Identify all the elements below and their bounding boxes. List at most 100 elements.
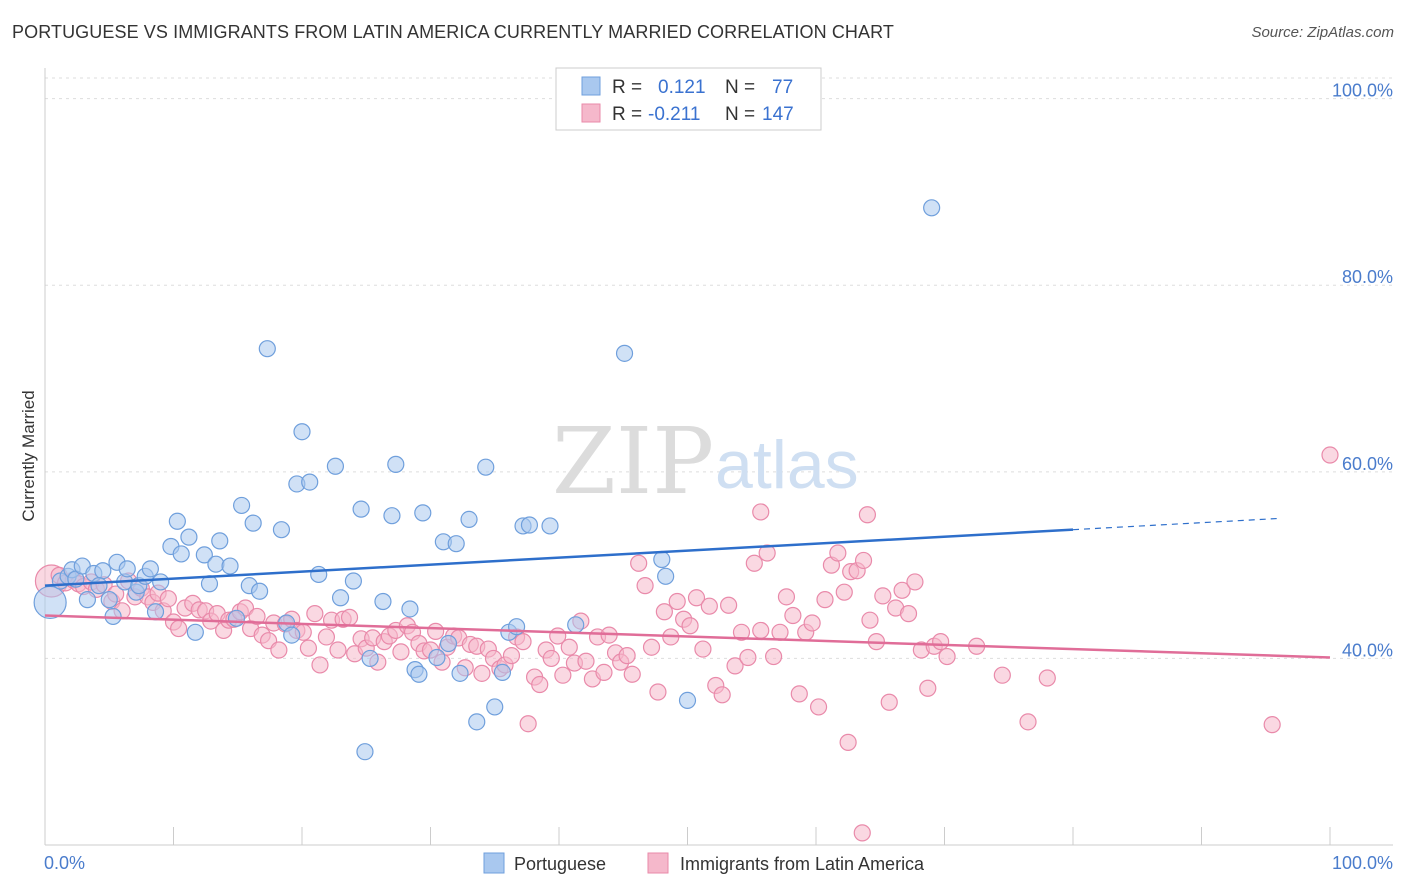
latin-america-point <box>519 715 537 733</box>
x-ticks <box>173 827 1331 845</box>
portuguese-point <box>401 600 419 618</box>
latin-america-point <box>858 506 877 524</box>
y-tick-label-40: 40.0% <box>1342 640 1393 660</box>
legend-box: R = 0.121 N = 77 R = -0.211 N = 147 <box>555 67 822 131</box>
bottom-legend: Portuguese Immigrants from Latin America <box>483 852 925 874</box>
portuguese-point <box>468 713 486 731</box>
latin-america-point <box>655 603 673 621</box>
portuguese-point <box>541 517 559 535</box>
latin-america-point <box>306 605 324 623</box>
portuguese-point <box>387 455 405 473</box>
bottom-legend-label-portuguese: Portuguese <box>514 854 606 874</box>
portuguese-point <box>100 591 118 609</box>
legend-n-label-1: N = <box>725 77 755 98</box>
source-label: Source: ZipAtlas.com <box>1251 24 1394 41</box>
latin-america-point <box>694 640 712 658</box>
bottom-legend-swatch-portuguese <box>483 852 505 874</box>
portuguese-point <box>152 573 170 591</box>
portuguese-point <box>172 545 190 563</box>
legend-n-value-2: 147 <box>762 104 794 125</box>
latin-america-point <box>803 614 821 632</box>
latin-america-point <box>340 608 359 626</box>
legend-r-value-1: 0.121 <box>658 77 706 98</box>
legend-swatch-portuguese <box>581 76 601 96</box>
latin-america-point <box>473 664 491 682</box>
latin-america-point <box>835 583 853 601</box>
portuguese-point <box>118 560 136 578</box>
watermark-atlas-text: atlas <box>715 427 859 503</box>
latin-america-point <box>700 597 718 615</box>
latin-america-point <box>829 544 847 562</box>
bottom-legend-swatch-latin-america <box>647 852 669 874</box>
portuguese-point <box>233 496 251 515</box>
legend-r-label-1: R = <box>612 77 642 98</box>
latin-america-point <box>630 554 648 572</box>
portuguese-point <box>180 528 198 546</box>
portuguese-point <box>439 634 458 653</box>
latin-america-point <box>777 588 796 606</box>
latin-america-point <box>720 596 738 614</box>
latin-america-point <box>649 683 667 701</box>
portuguese-point <box>657 567 675 585</box>
portuguese-point <box>207 555 225 573</box>
latin-america-point <box>317 628 336 646</box>
portuguese-point <box>344 572 362 590</box>
x-tick-label-min: 0.0% <box>44 853 85 873</box>
latin-america-point <box>771 623 789 641</box>
portuguese-point <box>447 535 465 553</box>
portuguese-point <box>361 649 379 668</box>
latin-america-point <box>618 647 636 665</box>
latin-america-point <box>752 503 770 521</box>
latin-america-point <box>745 554 763 572</box>
portuguese-point <box>293 423 311 441</box>
latin-america-point <box>906 573 924 591</box>
portuguese-point <box>374 592 392 611</box>
portuguese-point <box>477 458 495 476</box>
latin-america-trend-line <box>44 614 1331 659</box>
portuguese-point <box>615 344 634 362</box>
latin-america-point <box>874 587 892 605</box>
portuguese-trend-extension <box>1072 517 1279 531</box>
latin-america-point <box>159 590 177 608</box>
latin-america-point <box>938 647 956 666</box>
portuguese-point <box>221 557 239 575</box>
portuguese-point <box>310 565 328 584</box>
portuguese-point <box>410 665 428 683</box>
legend-n-label-2: N = <box>725 104 755 125</box>
y-tick-label-100: 100.0% <box>1332 81 1393 101</box>
latin-america-point <box>899 605 918 623</box>
portuguese-point <box>94 562 112 580</box>
portuguese-point <box>244 514 262 532</box>
latin-america-point <box>764 647 783 666</box>
portuguese-point <box>493 663 512 682</box>
portuguese-point <box>451 664 469 682</box>
latin-america-point <box>784 606 802 625</box>
latin-america-point <box>854 551 873 570</box>
portuguese-trend-line <box>44 528 1074 587</box>
latin-america-point <box>687 589 706 607</box>
latin-america-point <box>329 641 347 659</box>
portuguese-point <box>186 623 204 641</box>
x-tick-label-max: 100.0% <box>1332 853 1393 873</box>
portuguese-point <box>356 743 374 761</box>
portuguese-point <box>78 591 97 609</box>
latin-america-point <box>554 666 572 684</box>
portuguese-point <box>352 500 370 518</box>
latin-america-point <box>1019 713 1037 731</box>
latin-america-point <box>853 824 871 842</box>
grid-lines <box>45 77 1393 659</box>
latin-america-point <box>170 619 188 638</box>
latin-america-point <box>514 633 532 651</box>
axes <box>44 68 1393 846</box>
portuguese-point <box>678 691 697 709</box>
portuguese-point <box>211 532 229 550</box>
latin-america-point <box>636 577 654 595</box>
latin-america-point <box>392 643 410 661</box>
bottom-legend-label-latin-america: Immigrants from Latin America <box>680 854 925 874</box>
watermark-zip-text: ZIP <box>552 408 714 515</box>
portuguese-point <box>272 521 291 539</box>
latin-america-point <box>577 652 595 670</box>
latin-america-point <box>932 633 950 651</box>
legend-r-label-2: R = <box>612 104 642 125</box>
portuguese-point <box>383 507 401 525</box>
